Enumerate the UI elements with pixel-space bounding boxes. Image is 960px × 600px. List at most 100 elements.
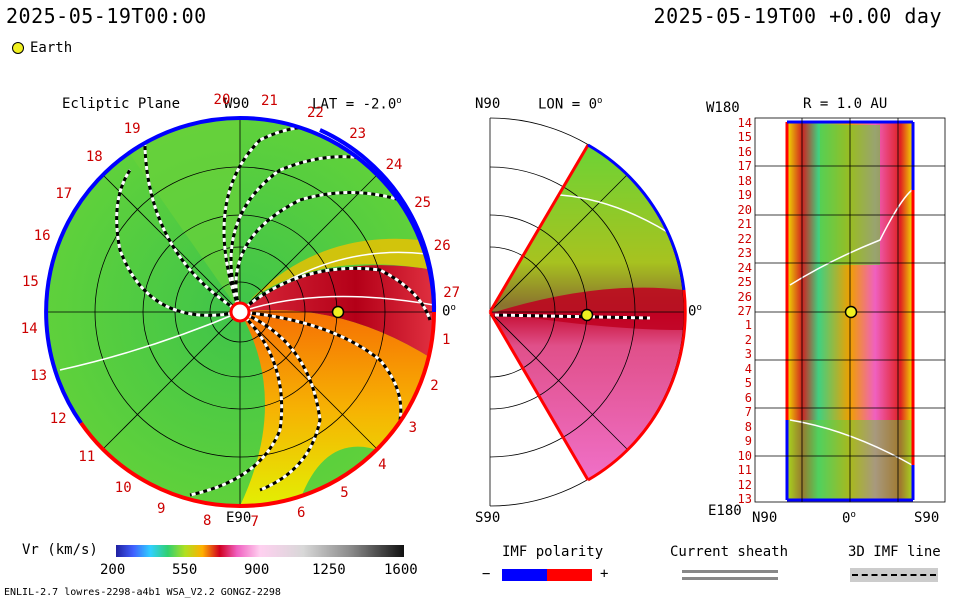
radial-y-label: 17 [737, 159, 752, 174]
colorbar [116, 545, 404, 557]
imf-minus-label: − [482, 566, 491, 582]
colorbar-tick-200: 200 [100, 562, 126, 578]
radial-y-label: 4 [744, 361, 752, 376]
radial-y-label: 24 [737, 260, 752, 275]
radial-y-label: 13 [737, 492, 752, 506]
rotation-label: 4 [378, 456, 387, 473]
rotation-label: 16 [33, 228, 51, 244]
rotation-label: 19 [123, 120, 141, 137]
colorbar-tick-1250: 1250 [312, 562, 346, 578]
rotation-label: 22 [306, 104, 324, 121]
rotation-label: 1 [442, 331, 451, 348]
ecliptic-lat-label: LAT = -2.0o [312, 96, 402, 113]
colorbar-tick-900: 900 [244, 562, 270, 578]
earth-marker-icon [12, 42, 24, 54]
ecliptic-bottom-label: E90 [226, 510, 252, 526]
ecliptic-title: Ecliptic Plane [62, 96, 181, 112]
radial-x-label-s90: S90 [914, 510, 940, 526]
rotation-label: 13 [30, 368, 48, 384]
rotation-label: 23 [349, 126, 367, 143]
polarity-rim-negative [44, 115, 436, 425]
imf3d-title: 3D IMF line [848, 544, 941, 560]
radial-y-label: 7 [744, 405, 752, 420]
current-sheath-line-2 [682, 577, 778, 580]
rotation-label: 18 [85, 149, 103, 166]
meridional-top-label: N90 [475, 96, 501, 112]
radial-y-label: 26 [737, 289, 752, 304]
radial-bottom-label: E180 [708, 503, 742, 519]
current-sheath-line-1 [682, 570, 778, 573]
radial-y-label: 10 [737, 448, 752, 463]
earth-meridional-icon [580, 308, 594, 322]
rotation-label: 6 [297, 504, 306, 521]
rotation-label: 9 [157, 501, 166, 518]
model-info: ENLIL-2.7 lowres-2298-a4b1 WSA_V2.2 GONG… [4, 587, 281, 598]
radial-y-label: 14 [737, 116, 752, 130]
current-sheath-title: Current sheath [670, 544, 789, 560]
radial-x-label-0: 0o [842, 510, 856, 527]
rotation-label: 10 [114, 479, 132, 496]
rotation-label: 14 [20, 321, 38, 338]
radial-y-label: 2 [744, 332, 752, 347]
ecliptic-plane-panel [44, 115, 437, 509]
earth-legend-label: Earth [30, 40, 73, 56]
radial-y-label: 18 [737, 173, 752, 188]
radial-y-label: 6 [744, 390, 752, 405]
radial-y-label: 27 [737, 304, 752, 318]
radial-x-label-n90: N90 [752, 510, 778, 526]
radial-y-label: 25 [737, 275, 752, 290]
rotation-label: 27 [443, 284, 461, 301]
rotation-label: 8 [203, 513, 212, 529]
radial-top-label: W180 [706, 100, 740, 116]
timestamp-left: 2025-05-19T00:00 [6, 4, 207, 28]
imf-positive-swatch [547, 569, 592, 581]
radial-y-label: 5 [744, 376, 752, 391]
rotation-label: 15 [21, 274, 39, 291]
imf-plus-label: + [600, 566, 609, 582]
radial-r-label: R = 1.0 AU [803, 96, 888, 112]
earth-legend: Earth [12, 40, 72, 56]
rotation-label: 11 [78, 449, 96, 466]
rotation-label: 20 [213, 91, 231, 108]
colorbar-tick-550: 550 [172, 562, 198, 578]
radial-panel [754, 117, 946, 503]
rotation-label: 3 [408, 420, 418, 437]
radial-y-label: 22 [737, 231, 752, 246]
radial-y-label: 21 [737, 217, 752, 232]
rotation-label: 12 [49, 411, 67, 428]
polarity-rim-positive [79, 311, 436, 509]
colorbar-title: Vr (km/s) [22, 542, 98, 558]
radial-y-label: 15 [737, 130, 752, 145]
imf-polarity-title: IMF polarity [502, 544, 604, 560]
radial-y-label: 1 [744, 318, 752, 333]
rotation-label: 17 [55, 185, 73, 202]
radial-y-label: 20 [737, 202, 752, 217]
radial-y-label: 9 [744, 434, 752, 449]
colorbar-tick-1600: 1600 [384, 562, 418, 578]
rotation-label: 2 [430, 377, 439, 394]
meridional-bottom-label: S90 [475, 510, 501, 526]
imf3d-legend-line [852, 574, 936, 576]
imf-negative-swatch [502, 569, 547, 581]
meridional-lon-label: LON = 0o [538, 96, 603, 113]
radial-y-label: 11 [737, 463, 752, 478]
meridional-right-label: 0o [688, 303, 702, 320]
timestamp-right: 2025-05-19T00 +0.00 day [653, 4, 942, 28]
ecliptic-top-label: W90 [224, 96, 250, 112]
earth-radial-icon [844, 305, 858, 319]
radial-y-label: 8 [744, 419, 752, 434]
rotation-label: 21 [260, 92, 278, 109]
rotation-label: 26 [433, 237, 451, 254]
meridional-panel [488, 117, 687, 507]
rotation-label: 7 [250, 514, 259, 531]
sun-icon [229, 301, 251, 323]
earth-icon [331, 305, 345, 319]
ecliptic-right-label: 0o [442, 303, 456, 320]
rotation-label: 5 [340, 485, 349, 502]
radial-y-label: 23 [737, 246, 752, 261]
radial-y-label: 19 [737, 188, 752, 203]
radial-y-label: 3 [744, 347, 752, 362]
radial-y-label: 16 [737, 144, 752, 159]
compression-region [240, 310, 434, 506]
rotation-label: 24 [385, 156, 403, 173]
